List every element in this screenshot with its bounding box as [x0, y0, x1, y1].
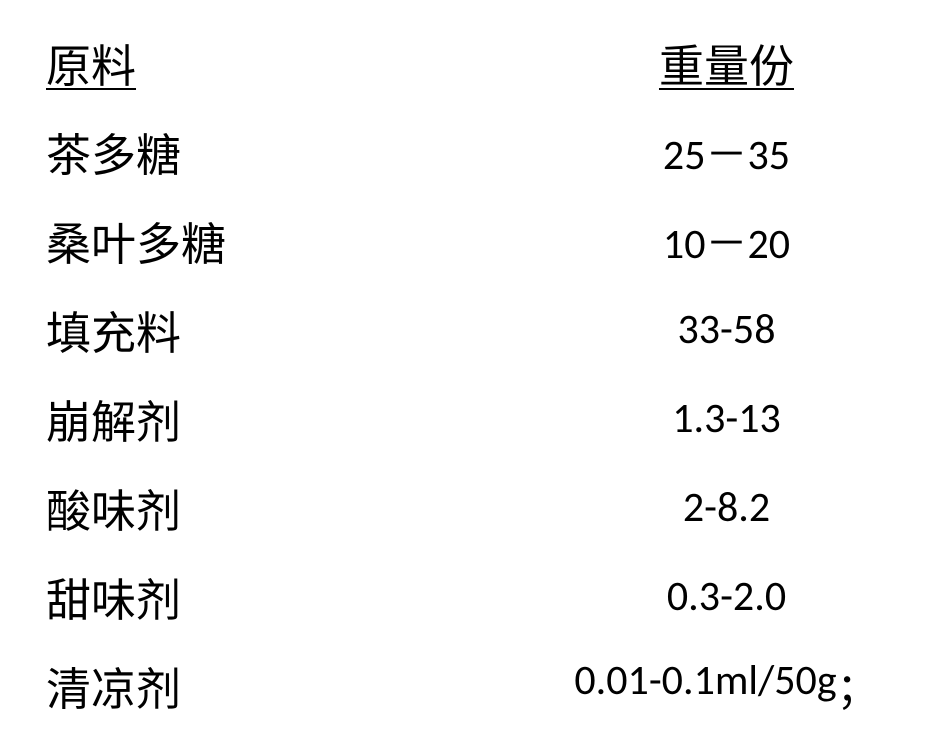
header-value-text: 重量份	[659, 30, 794, 95]
row-label: 桑叶多糖	[46, 208, 546, 273]
table-row: 清凉剂 0.01-0.1 ml/50g；	[46, 641, 907, 730]
row-label: 填充料	[46, 297, 546, 362]
row-value: 0.01-0.1 ml/50g；	[546, 655, 907, 716]
row-value: 0.3-2.0	[546, 571, 907, 622]
row-label: 清凉剂	[46, 653, 546, 718]
ingredients-table: 原料 重量份 茶多糖 25－35 桑叶多糖 10－20 填充料 33-58 崩解…	[0, 0, 947, 742]
header-value: 重量份	[546, 30, 907, 95]
row-value-text: 1.3-13	[672, 393, 781, 444]
row-value: 2-8.2	[546, 482, 907, 533]
row-value-number: 0.01-0.1	[574, 655, 715, 716]
row-value: 33-58	[546, 304, 907, 355]
row-label: 崩解剂	[46, 386, 546, 451]
row-value: 1.3-13	[546, 393, 907, 444]
table-row: 酸味剂 2-8.2	[46, 463, 907, 552]
table-row: 桑叶多糖 10－20	[46, 196, 907, 285]
row-terminator: ；	[837, 655, 879, 716]
row-value: 10－20	[546, 210, 907, 271]
table-row: 崩解剂 1.3-13	[46, 374, 907, 463]
table-row: 甜味剂 0.3-2.0	[46, 552, 907, 641]
header-label: 原料	[46, 30, 546, 95]
row-label: 茶多糖	[46, 119, 546, 184]
row-value-text: 0.3-2.0	[667, 571, 786, 622]
row-value-unit: ml/50g	[715, 655, 837, 716]
row-value: 25－35	[546, 121, 907, 182]
row-label: 甜味剂	[46, 564, 546, 629]
row-value-text: 33-58	[677, 304, 775, 355]
row-label: 酸味剂	[46, 475, 546, 540]
table-row: 填充料 33-58	[46, 285, 907, 374]
row-value-text: 2-8.2	[683, 482, 770, 533]
row-value-text: 25－35	[663, 121, 790, 182]
table-header-row: 原料 重量份	[46, 18, 907, 107]
table-row: 茶多糖 25－35	[46, 107, 907, 196]
row-value-text: 10－20	[663, 210, 790, 271]
